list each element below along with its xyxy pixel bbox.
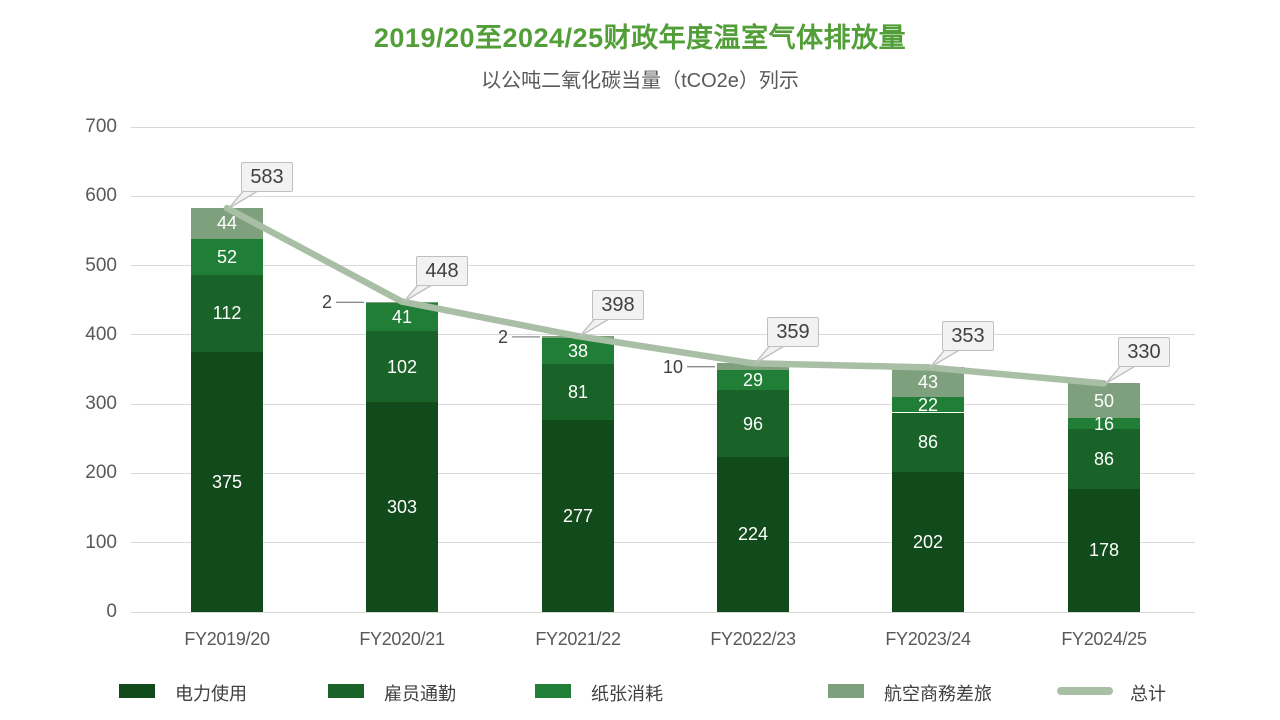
y-axis-tick-label: 600 xyxy=(85,185,117,207)
callout-tail xyxy=(1105,363,1141,385)
bar-segment-label: 44 xyxy=(216,213,238,234)
gridline xyxy=(131,472,1195,474)
total-callout: 359 xyxy=(767,317,819,348)
legend-color-swatch xyxy=(328,684,364,698)
x-axis-label: FY2020/21 xyxy=(359,629,445,649)
bar-segment-label: 22 xyxy=(917,394,939,415)
bar-segment xyxy=(191,352,263,612)
bar-segment xyxy=(366,301,438,303)
bar-segment xyxy=(366,402,438,612)
legend-color-swatch xyxy=(535,684,571,698)
x-axis-label: FY2023/24 xyxy=(885,629,971,649)
bar-segment xyxy=(892,472,964,612)
y-axis-tick-label: 500 xyxy=(85,254,117,276)
bar-segment-label: 375 xyxy=(211,472,243,493)
bar-segment xyxy=(717,390,789,457)
bar-segment-label: 86 xyxy=(1093,448,1115,469)
chart-title: 2019/20至2024/25财政年度温室气体排放量 xyxy=(373,23,907,53)
bar-segment-label: 52 xyxy=(216,246,238,267)
y-axis-tick-label: 200 xyxy=(85,462,117,484)
gridline xyxy=(131,403,1195,405)
y-axis-tick-label: 300 xyxy=(85,393,117,415)
bar-segment-label: 202 xyxy=(912,532,944,552)
total-callout: 448 xyxy=(416,255,468,286)
y-axis-tick-label: 0 xyxy=(106,601,117,622)
bar-segment xyxy=(542,420,614,612)
callout-tail xyxy=(929,347,965,369)
gridline xyxy=(131,195,1195,197)
bar-segment-label: 102 xyxy=(386,356,418,377)
legend-color-swatch xyxy=(828,684,864,698)
gridline xyxy=(131,334,1195,336)
bar-segment-label: 43 xyxy=(917,372,939,393)
legend-color-swatch xyxy=(119,684,155,698)
y-axis-tick-label: 400 xyxy=(85,323,117,345)
legend-label: 航空商務差旅 xyxy=(884,684,992,704)
bar-segment xyxy=(1068,488,1140,612)
bar-segment xyxy=(892,412,964,473)
bar-segment-label: 16 xyxy=(1093,413,1115,434)
legend-line-swatch xyxy=(1057,687,1113,695)
gridline xyxy=(131,265,1195,267)
bar-segment-label: 50 xyxy=(1093,390,1115,411)
total-callout: 583 xyxy=(241,162,293,193)
external-segment-label: 10 xyxy=(662,356,683,377)
x-axis-label: FY2019/20 xyxy=(184,629,270,649)
bar-segment xyxy=(542,336,614,338)
bar-segment-label: 303 xyxy=(386,497,418,517)
chart-subtitle: 以公吨二氧化碳当量（tCO2e）列示 xyxy=(481,70,799,92)
total-callout: 353 xyxy=(942,321,994,352)
bar-segment-label: 277 xyxy=(562,506,594,526)
gridline xyxy=(131,126,1195,128)
total-callout: 398 xyxy=(592,290,644,321)
bar-segment xyxy=(1068,418,1140,430)
bar-segment-label: 38 xyxy=(567,340,589,361)
legend-label: 纸张消耗 xyxy=(591,684,663,704)
bar-segment-label: 29 xyxy=(742,370,764,391)
legend-label: 总计 xyxy=(1130,684,1166,704)
bar-segment xyxy=(717,363,789,371)
bar-segment xyxy=(892,397,964,413)
external-segment-label: 2 xyxy=(321,292,332,313)
total-callout: 330 xyxy=(1118,337,1170,368)
bar-segment-label: 224 xyxy=(737,524,769,545)
x-axis-label: FY2022/23 xyxy=(710,629,796,649)
gridline xyxy=(131,611,1195,613)
bar-segment-label: 112 xyxy=(212,303,242,324)
gridline xyxy=(131,542,1195,544)
bar-segment-label: 81 xyxy=(567,382,589,402)
bar-segment-label: 96 xyxy=(742,413,764,434)
bar-segment-label: 41 xyxy=(391,307,413,328)
bar-segment xyxy=(1068,383,1140,418)
legend-label: 雇员通勤 xyxy=(384,684,456,704)
external-segment-label: 2 xyxy=(497,326,508,347)
bar-segment-label: 178 xyxy=(1088,540,1120,561)
bar-segment xyxy=(717,456,789,612)
x-axis-label: FY2021/22 xyxy=(535,629,621,649)
callout-tail xyxy=(754,343,790,364)
y-axis-tick-label: 700 xyxy=(85,116,117,137)
callout-tail xyxy=(579,316,615,337)
bar-segment-label: 86 xyxy=(917,432,939,453)
x-axis-label: FY2024/25 xyxy=(1061,629,1147,649)
legend-label: 电力使用 xyxy=(175,684,247,704)
bar-segment xyxy=(1068,429,1140,489)
y-axis-tick-label: 100 xyxy=(85,531,117,553)
